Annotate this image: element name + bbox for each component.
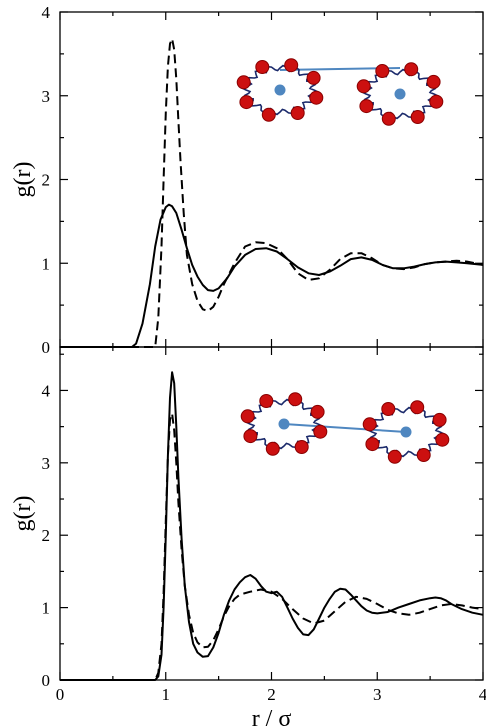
- y-tick-label: 2: [42, 526, 51, 545]
- top-panel: 0 1 2 3 4 g(r): [10, 3, 484, 357]
- x-tick-label: 1: [162, 685, 171, 704]
- x-tick-label: 2: [267, 685, 276, 704]
- bead: [362, 417, 377, 432]
- bead: [309, 90, 324, 105]
- bead: [288, 392, 303, 407]
- solid-series-line: [60, 203, 484, 348]
- connector-line: [283, 423, 407, 433]
- bead: [416, 448, 431, 462]
- bead: [356, 79, 371, 94]
- center-dot: [400, 426, 412, 438]
- bead: [236, 75, 251, 90]
- y-tick-label: 2: [42, 171, 51, 190]
- bead: [375, 64, 390, 78]
- y-axis-label: g(r): [10, 496, 36, 532]
- bead: [435, 432, 450, 447]
- x-tick-label: 0: [56, 685, 65, 704]
- y-tick-label: 0: [42, 338, 51, 357]
- particle-pair-inset: [236, 58, 444, 126]
- center-dot: [278, 418, 290, 430]
- bead: [259, 394, 274, 408]
- bead: [387, 449, 402, 464]
- bead: [313, 424, 328, 439]
- bead: [240, 409, 255, 424]
- bead: [294, 440, 309, 454]
- bead: [306, 70, 321, 85]
- y-axis-label: g(r): [10, 162, 36, 198]
- x-tick-label: 3: [373, 685, 382, 704]
- bead: [261, 107, 276, 122]
- bead: [265, 441, 280, 456]
- dashed-series-line: [60, 412, 484, 681]
- bead: [255, 60, 270, 74]
- bead: [432, 412, 447, 427]
- bead: [429, 94, 444, 109]
- bead: [359, 99, 374, 114]
- dashed-series-line: [60, 37, 484, 348]
- y-tick-label: 4: [42, 3, 51, 22]
- solid-series-line: [60, 371, 484, 681]
- bead: [410, 110, 425, 124]
- bead: [381, 402, 396, 416]
- y-tick-label: 0: [42, 671, 51, 690]
- bead: [410, 400, 425, 415]
- bead: [284, 58, 299, 73]
- bead: [404, 62, 419, 77]
- bead: [365, 437, 380, 452]
- bead: [381, 111, 396, 126]
- center-dot: [274, 84, 286, 96]
- bead: [243, 429, 258, 444]
- bead: [426, 74, 441, 89]
- bead: [290, 106, 305, 120]
- x-tick-label: 4: [479, 685, 486, 704]
- x-axis-label: r / σ: [252, 706, 292, 727]
- bead: [239, 95, 254, 110]
- y-tick-label: 1: [42, 599, 51, 618]
- plot-frame: [59, 11, 484, 348]
- bead: [310, 404, 325, 419]
- y-tick-label: 4: [42, 381, 51, 400]
- particle-pair-inset: [240, 392, 450, 464]
- y-tick-label: 3: [42, 87, 51, 106]
- bottom-panel: 0 1 2 3 4 0 1 2 3 4 g(r) r / σ: [10, 346, 486, 727]
- center-dot: [394, 88, 406, 100]
- y-tick-label: 1: [42, 254, 51, 273]
- y-tick-label: 3: [42, 454, 51, 473]
